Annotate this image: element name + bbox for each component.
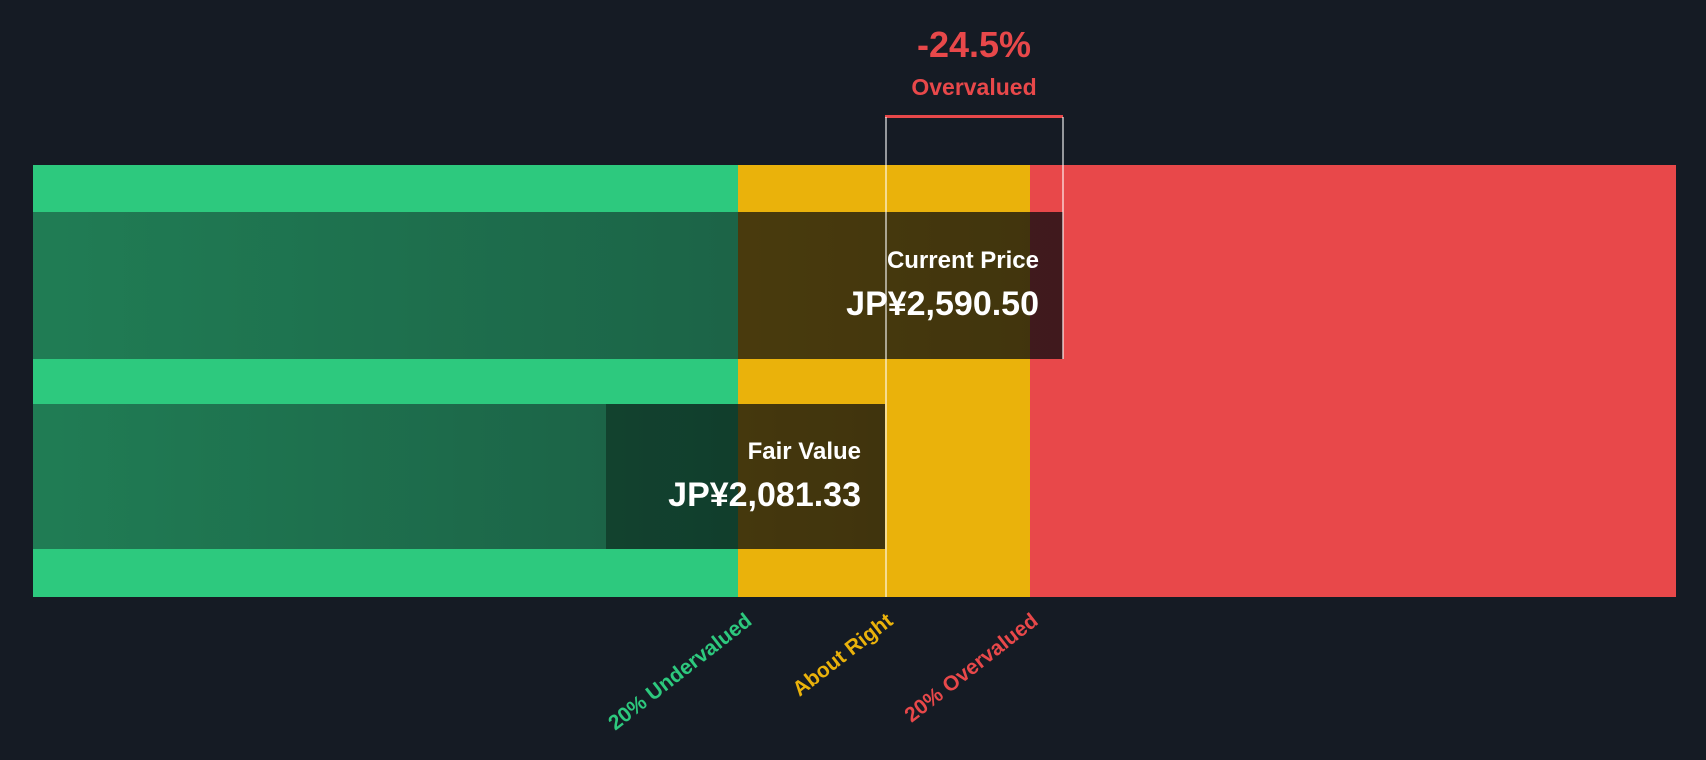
overvaluation-bracket-line bbox=[885, 115, 1063, 118]
overvaluation-label: Overvalued bbox=[911, 74, 1037, 100]
current-price-label: Current Price bbox=[886, 247, 1039, 274]
zone-segment-overvalued bbox=[1030, 165, 1676, 597]
valuation-bar: Current Price JP¥2,590.50 Fair Value JP¥… bbox=[33, 165, 1676, 597]
axis-label-overvalued: 20% Overvalued bbox=[900, 609, 1043, 728]
fair-value-label-box: Fair Value JP¥2,081.33 bbox=[606, 404, 885, 549]
current-price-label-box: Current Price JP¥2,590.50 bbox=[738, 212, 1063, 359]
fair-value-label: Fair Value bbox=[747, 438, 861, 465]
axis-label-undervalued: 20% Undervalued bbox=[604, 609, 757, 735]
current-price-value: JP¥2,590.50 bbox=[846, 285, 1039, 323]
fair-value-value: JP¥2,081.33 bbox=[668, 476, 861, 514]
fair-value-bar bbox=[33, 404, 885, 549]
current-price-bar bbox=[33, 212, 1063, 359]
overvaluation-pct: -24.5% bbox=[916, 24, 1032, 65]
current-price-marker-line bbox=[1062, 117, 1064, 359]
axis-label-about-right: About Right bbox=[788, 609, 898, 702]
fair-value-marker-line bbox=[885, 117, 887, 597]
